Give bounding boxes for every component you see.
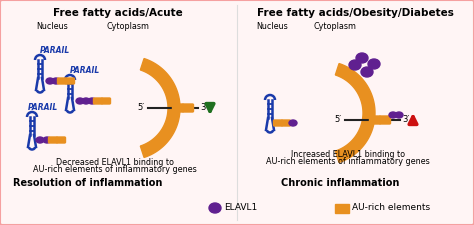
Text: Free fatty acids/Acute: Free fatty acids/Acute: [53, 8, 183, 18]
FancyBboxPatch shape: [48, 137, 57, 143]
FancyBboxPatch shape: [65, 78, 74, 84]
Polygon shape: [140, 58, 180, 158]
Text: Nucleus: Nucleus: [256, 22, 288, 31]
FancyBboxPatch shape: [101, 98, 110, 104]
Text: 3′: 3′: [402, 115, 409, 124]
FancyBboxPatch shape: [370, 116, 381, 124]
Ellipse shape: [361, 67, 373, 77]
Text: 5′: 5′: [335, 115, 342, 124]
Text: 5′: 5′: [138, 104, 145, 112]
Ellipse shape: [46, 78, 54, 84]
FancyBboxPatch shape: [93, 98, 102, 104]
Ellipse shape: [36, 137, 44, 143]
FancyBboxPatch shape: [173, 104, 183, 112]
Text: Cytoplasm: Cytoplasm: [107, 22, 149, 31]
Text: Chronic inflammation: Chronic inflammation: [281, 178, 399, 188]
FancyBboxPatch shape: [282, 120, 291, 126]
Polygon shape: [336, 63, 375, 162]
Bar: [335, 204, 349, 213]
FancyBboxPatch shape: [57, 78, 66, 84]
Ellipse shape: [349, 60, 361, 70]
FancyBboxPatch shape: [380, 116, 391, 124]
Ellipse shape: [52, 78, 60, 84]
Ellipse shape: [43, 137, 51, 143]
Ellipse shape: [389, 112, 397, 118]
Ellipse shape: [395, 112, 403, 118]
FancyBboxPatch shape: [56, 137, 65, 143]
Text: Nucleus: Nucleus: [36, 22, 68, 31]
Text: Resolution of inflammation: Resolution of inflammation: [13, 178, 163, 188]
Text: PARAIL: PARAIL: [70, 66, 100, 75]
Ellipse shape: [88, 98, 96, 104]
Text: AU-rich elements of inflammatory genes: AU-rich elements of inflammatory genes: [33, 165, 197, 174]
Ellipse shape: [209, 203, 221, 213]
Text: AU-rich elements: AU-rich elements: [352, 203, 430, 212]
Text: Decreased ELAVL1 binding to: Decreased ELAVL1 binding to: [56, 158, 174, 167]
Text: ELAVL1: ELAVL1: [224, 203, 257, 212]
Text: PARAIL: PARAIL: [40, 46, 70, 55]
Ellipse shape: [82, 98, 90, 104]
Ellipse shape: [76, 98, 84, 104]
FancyBboxPatch shape: [273, 120, 283, 126]
Text: Free fatty acids/Obesity/Diabetes: Free fatty acids/Obesity/Diabetes: [256, 8, 454, 18]
FancyBboxPatch shape: [182, 104, 193, 112]
Text: Increased ELAVL1 binding to: Increased ELAVL1 binding to: [291, 150, 405, 159]
Ellipse shape: [356, 53, 368, 63]
Ellipse shape: [368, 59, 380, 69]
Ellipse shape: [289, 120, 297, 126]
Text: Cytoplasm: Cytoplasm: [313, 22, 356, 31]
Text: AU-rich elements of inflammatory genes: AU-rich elements of inflammatory genes: [266, 157, 430, 166]
Text: 3′: 3′: [200, 104, 207, 112]
Text: PARAIL: PARAIL: [28, 103, 58, 112]
